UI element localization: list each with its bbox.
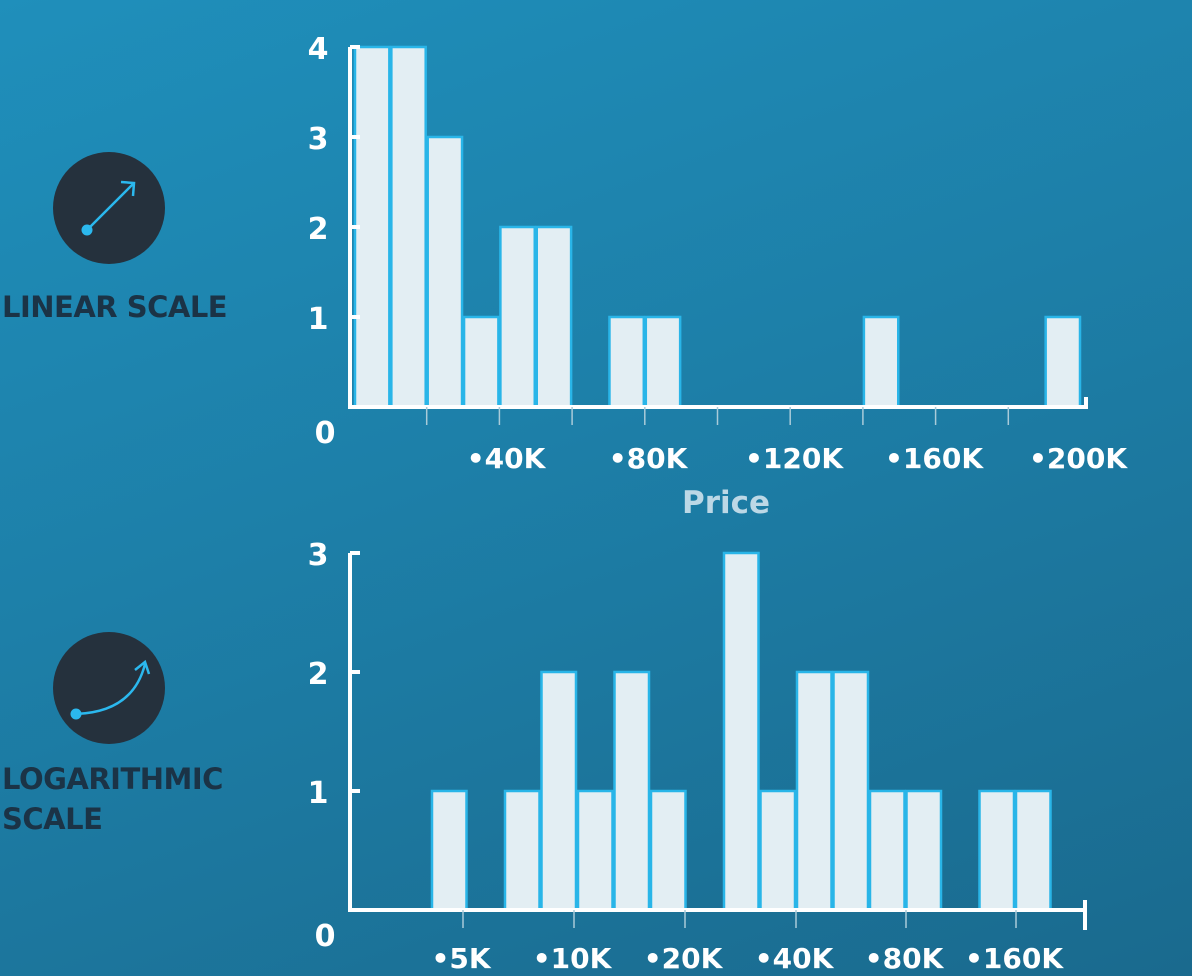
log-bar: [430, 789, 468, 912]
log-y-tick-label: 2: [308, 657, 329, 692]
log-x-tick-label: •10K: [533, 942, 613, 975]
log-x-tick-label: •20K: [644, 942, 724, 975]
linear-x-axis-label: Price: [682, 485, 770, 521]
log-bar: [503, 789, 541, 912]
linear-x-tick-label: •160K: [885, 442, 984, 475]
log-bar: [540, 670, 578, 912]
linear-bar: [644, 315, 682, 409]
linear-bar: [499, 225, 536, 409]
log-scale-label-line1: LOGARITHMIC: [2, 762, 223, 796]
log-y-tick-label: 3: [308, 538, 329, 573]
linear-x-tick-label: •40K: [467, 442, 547, 475]
linear-bar: [426, 135, 464, 409]
log-x-tick-label: •160K: [965, 942, 1064, 975]
linear-scale-label: LINEAR SCALE: [2, 290, 228, 324]
linear-x-tick-label: •120K: [745, 442, 844, 475]
linear-y-tick-label: 4: [308, 32, 329, 67]
log-x-tick-label: •5K: [431, 942, 491, 975]
log-bar: [1014, 789, 1052, 912]
log-bar: [795, 670, 833, 912]
log-bar: [722, 551, 760, 912]
linear-bar: [462, 315, 500, 409]
linear-y-tick-label: 1: [308, 302, 329, 337]
log-x-tick-label: •80K: [865, 942, 945, 975]
log-bar: [759, 789, 797, 912]
linear-bar: [608, 315, 646, 409]
log-bar: [978, 789, 1016, 912]
linear-y-tick-label: 0: [315, 416, 336, 451]
linear-scale-icon-badge: [53, 152, 165, 264]
linear-bar: [535, 225, 573, 409]
log-bar: [649, 789, 687, 912]
linear-x-tick-label: •80K: [609, 442, 689, 475]
log-bar: [868, 789, 906, 912]
linear-y-tick-label: 2: [308, 212, 329, 247]
log-x-tick-label: •40K: [755, 942, 835, 975]
log-scale-icon-badge: [53, 632, 165, 744]
log-y-tick-label: 0: [315, 919, 336, 954]
linear-y-tick-label: 3: [308, 122, 329, 157]
linear-bar: [353, 45, 391, 409]
log-bar: [613, 670, 651, 912]
linear-x-tick-label: •200K: [1029, 442, 1128, 475]
log-y-tick-label: 1: [308, 776, 329, 811]
log-bar: [576, 789, 614, 912]
log-scale-label-line2: SCALE: [2, 802, 103, 836]
curve-arrow-icon: [70, 659, 151, 720]
linear-bar: [1044, 315, 1082, 409]
linear-bar: [862, 315, 900, 409]
log-bar: [905, 789, 943, 912]
log-bar: [832, 670, 870, 912]
linear-bar: [390, 45, 427, 409]
linear-arrow-icon: [81, 180, 136, 236]
